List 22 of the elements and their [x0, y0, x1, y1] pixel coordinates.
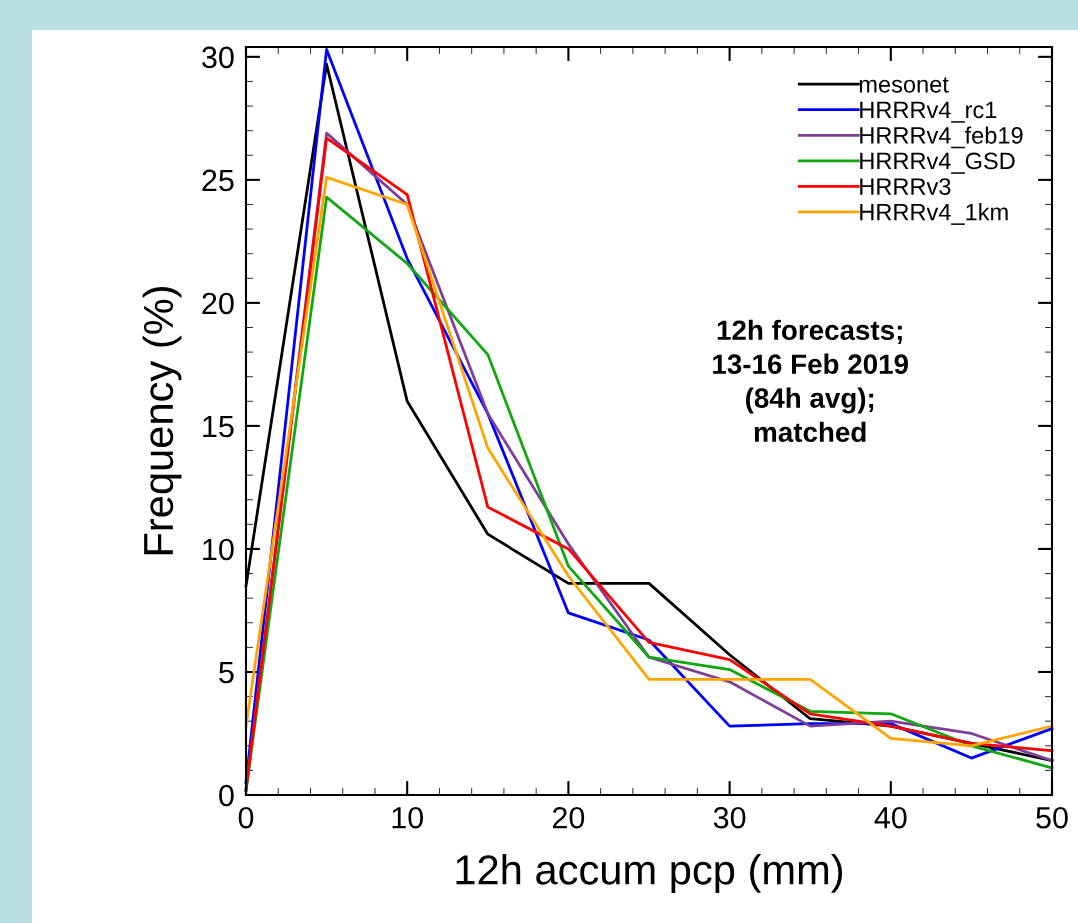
- legend-label: HRRRv4_rc1: [860, 101, 997, 123]
- annotation: 12h forecasts; 13-16 Feb 2019 (84h avg); matched: [713, 319, 909, 443]
- y-tick-label: 10: [203, 538, 234, 561]
- y-tick-label: 15: [203, 415, 234, 438]
- legend-label: HRRRv3: [860, 178, 951, 195]
- y-tick-label: 25: [202, 169, 234, 192]
- x-tick-label: 10: [392, 806, 423, 829]
- x-tick-label: 50: [1036, 806, 1068, 829]
- y-tick-label: 30: [202, 46, 234, 69]
- y-tick-label: 20: [202, 292, 234, 315]
- legend-label: HRRRv4_feb19: [860, 126, 1023, 149]
- y-tick-label: 5: [219, 662, 234, 684]
- x-axis-title: 12h accum pcp (mm): [456, 854, 843, 893]
- x-tick-label: 40: [874, 806, 907, 829]
- y-tick-label: 0: [219, 784, 234, 807]
- legend-label: HRRRv4_GSD: [860, 152, 1015, 174]
- y-axis-title: Frequency (%): [142, 286, 182, 555]
- legend-label: HRRRv4_1km: [860, 203, 1008, 225]
- x-tick-label: 20: [552, 806, 585, 829]
- legend-label: mesonet: [859, 77, 949, 93]
- x-tick-label: 0: [238, 806, 254, 829]
- x-tick-label: 30: [713, 806, 746, 829]
